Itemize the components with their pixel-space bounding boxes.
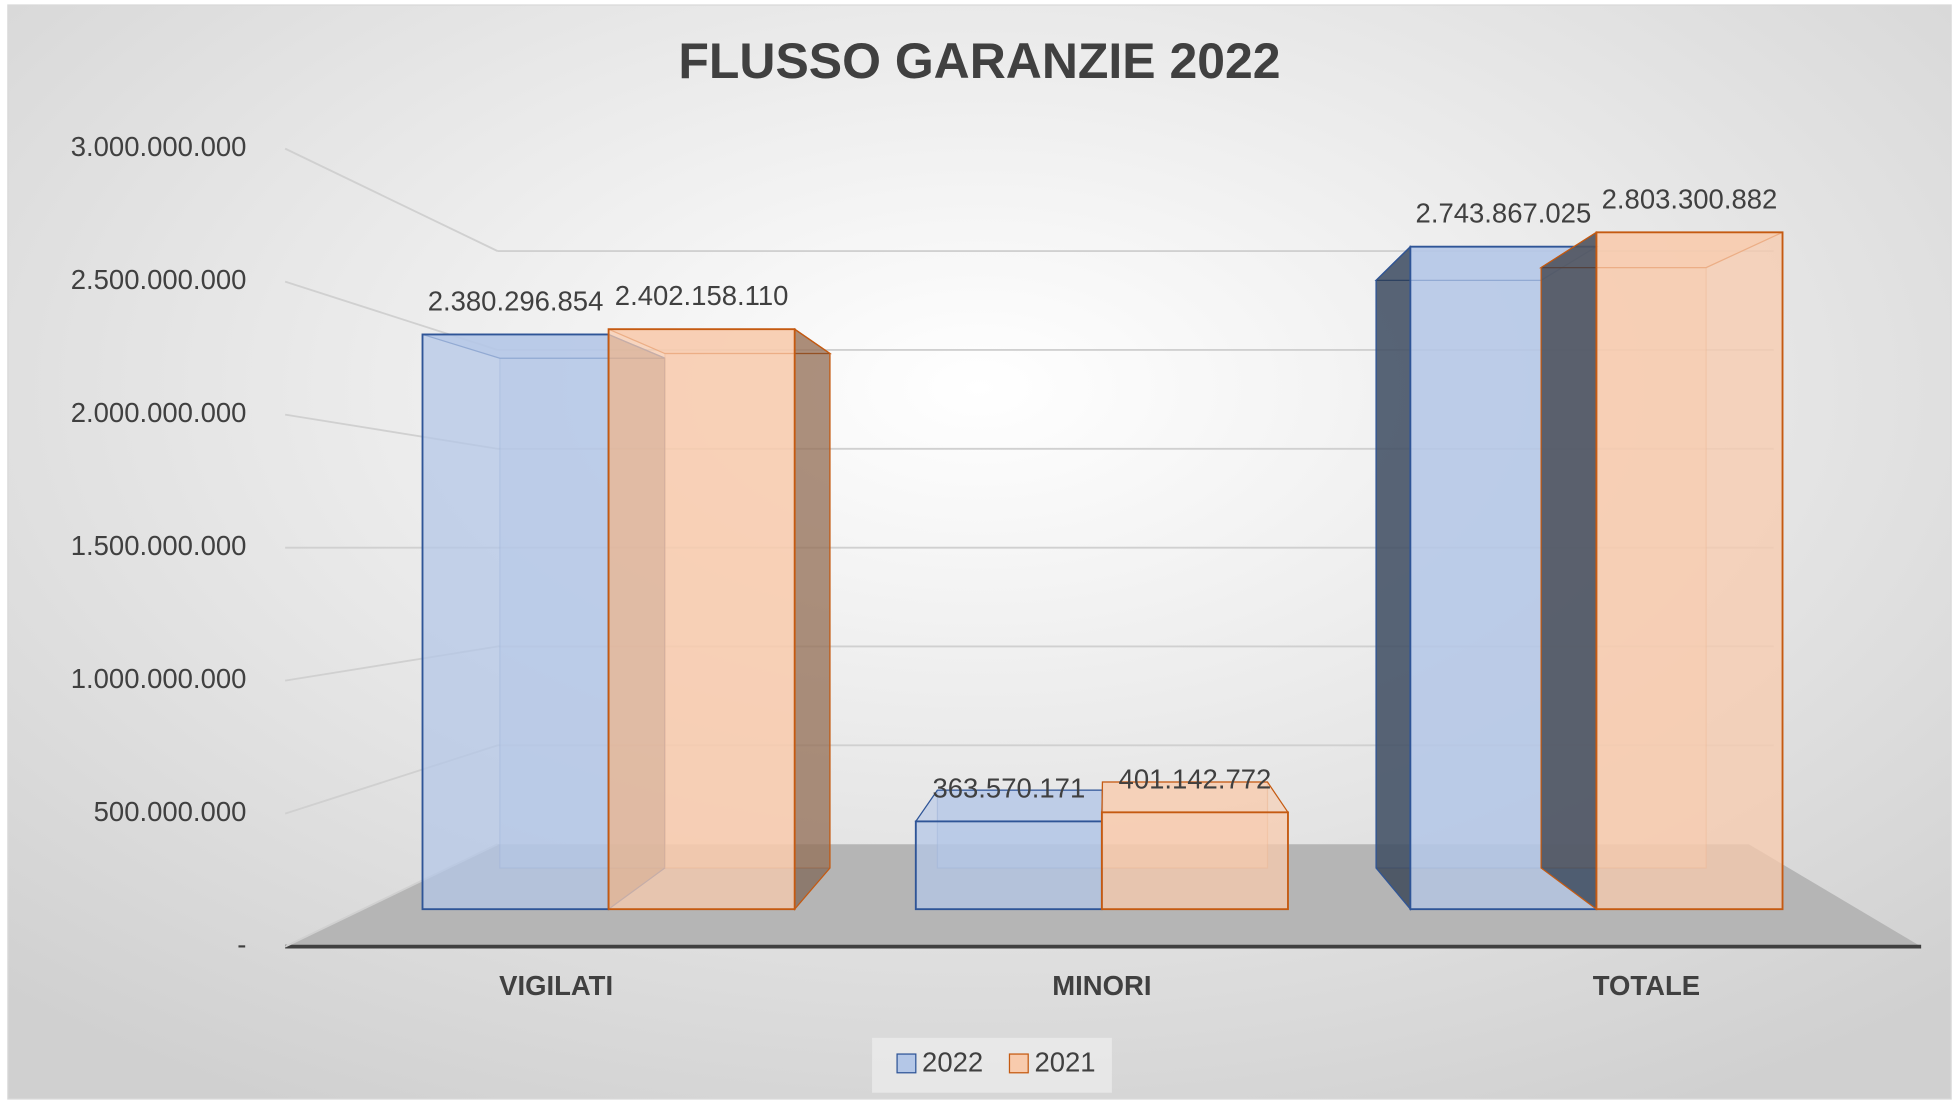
y-tick-label: 3.000.000.000 (71, 131, 247, 162)
data-label: 401.142.772 (1119, 763, 1272, 794)
data-label: 363.570.171 (932, 772, 1085, 803)
bar-3d (1538, 231, 1784, 911)
legend-label: 2022 (922, 1046, 983, 1077)
data-label: 2.380.296.854 (428, 285, 604, 316)
chart-title: FLUSSO GARANZIE 2022 (678, 33, 1280, 89)
side-grid-line (284, 147, 498, 252)
y-tick-label: 1.000.000.000 (71, 663, 247, 694)
bar (421, 333, 610, 911)
data-label: 2.402.158.110 (615, 280, 789, 311)
y-tick-label: 500.000.000 (94, 796, 247, 827)
bar-side (1375, 245, 1411, 911)
bar (1100, 811, 1289, 911)
bar-3d (914, 789, 1104, 911)
y-tick-label: 1.500.000.000 (71, 530, 247, 561)
x-tick-label: TOTALE (1593, 970, 1700, 1001)
bar-side (1540, 231, 1598, 911)
x-tick-label: VIGILATI (499, 970, 613, 1001)
legend-swatch (896, 1053, 917, 1074)
bar (607, 328, 796, 911)
plot: - 500.000.000 1.000.000.000 1.500.000.000 2.… (71, 131, 1784, 1001)
data-label: 2.803.300.882 (1602, 183, 1778, 214)
bar (914, 820, 1103, 911)
legend-label: 2021 (1034, 1046, 1095, 1077)
y-tick-label: - (237, 929, 246, 960)
data-label: 2.743.867.025 (1416, 198, 1592, 229)
bar (1595, 231, 1784, 911)
y-tick-label: 2.000.000.000 (71, 397, 247, 428)
y-tick-label: 2.500.000.000 (71, 264, 247, 295)
x-tick-label: MINORI (1052, 970, 1151, 1001)
bar-side (794, 327, 831, 911)
legend: 2022 2021 (872, 1037, 1112, 1093)
legend-swatch (1008, 1053, 1029, 1074)
bar-3d (1100, 781, 1290, 911)
bar-3d (607, 327, 832, 911)
